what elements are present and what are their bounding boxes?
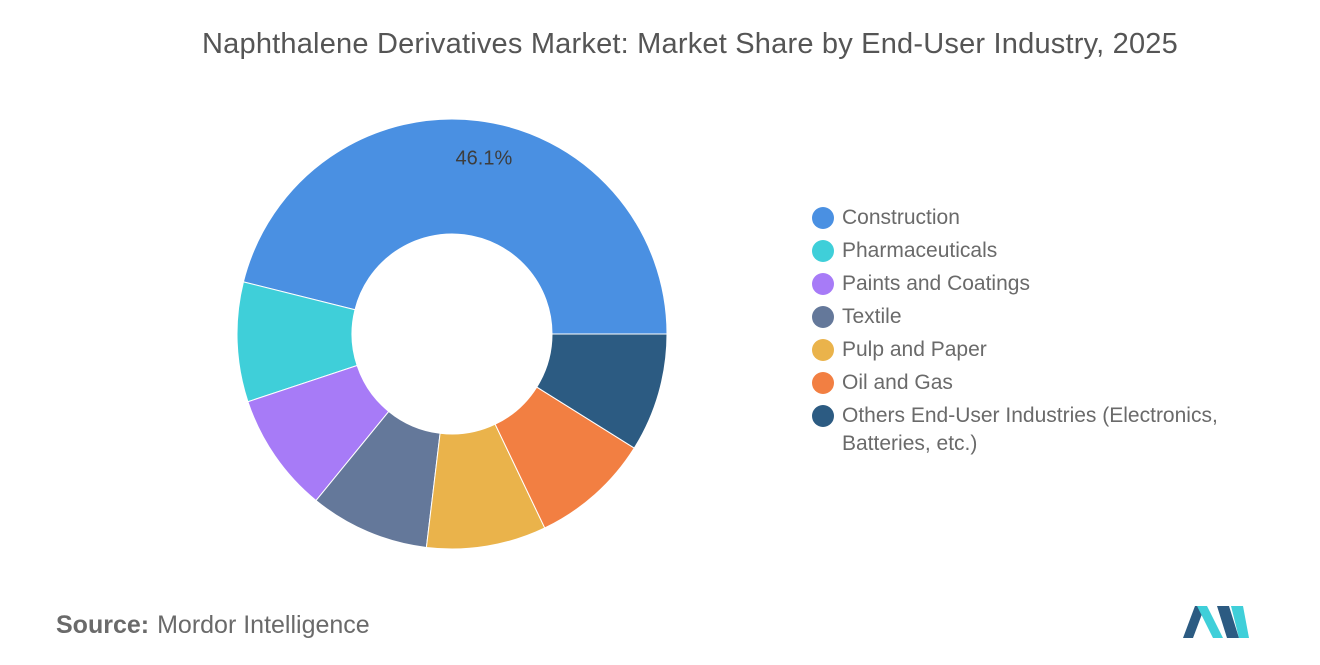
slice-construction (242, 118, 668, 335)
legend-swatch-icon (812, 306, 834, 328)
legend-label: Construction (842, 206, 960, 229)
logo-end-stroke (1231, 606, 1249, 638)
logo-right-stroke (1217, 606, 1239, 638)
logo-left-stroke (1183, 606, 1205, 638)
source-prefix: Source: (56, 611, 150, 639)
legend-label: Oil and Gas (842, 371, 953, 394)
slice-others-end-user-industries-electronics-batteries-etc (536, 333, 668, 449)
legend-item-oil-and-gas: Oil and Gas (812, 369, 1292, 397)
logo-mid-stroke (1197, 606, 1223, 638)
source-text: Mordor Intelligence (157, 611, 370, 639)
legend-swatch-icon (812, 405, 834, 427)
legend-swatch-icon (812, 339, 834, 361)
legend-label: Pharmaceuticals (842, 239, 998, 262)
chart-title: Naphthalene Derivatives Market: Market S… (202, 28, 1178, 60)
legend-item-textile: Textile (812, 303, 1292, 331)
legend-label: Others End-User Industries (Electronics,… (842, 404, 1218, 455)
donut-slices (236, 118, 668, 550)
legend-label: Paints and Coatings (842, 272, 1030, 295)
data-labels: 46.1% (456, 147, 513, 169)
legend-swatch-icon (812, 240, 834, 262)
legend-item-construction: Construction (812, 204, 1292, 232)
mordor-intelligence-logo (1183, 606, 1249, 638)
legend-label: Textile (842, 305, 902, 328)
legend-swatch-icon (812, 273, 834, 295)
legend-label: Pulp and Paper (842, 338, 987, 361)
legend-item-others-end-user-industries-electronics-batteries-etc: Others End-User Industries (Electronics,… (812, 402, 1292, 458)
legend-item-pulp-and-paper: Pulp and Paper (812, 336, 1292, 364)
data-label-construction: 46.1% (456, 147, 513, 169)
legend-swatch-icon (812, 207, 834, 229)
legend: Construction Pharmaceuticals Paints and Co… (812, 204, 1292, 463)
legend-swatch-icon (812, 372, 834, 394)
legend-item-pharmaceuticals: Pharmaceuticals (812, 237, 1292, 265)
legend-item-paints-and-coatings: Paints and Coatings (812, 270, 1292, 298)
source-line: Source: Mordor Intelligence (56, 611, 370, 640)
